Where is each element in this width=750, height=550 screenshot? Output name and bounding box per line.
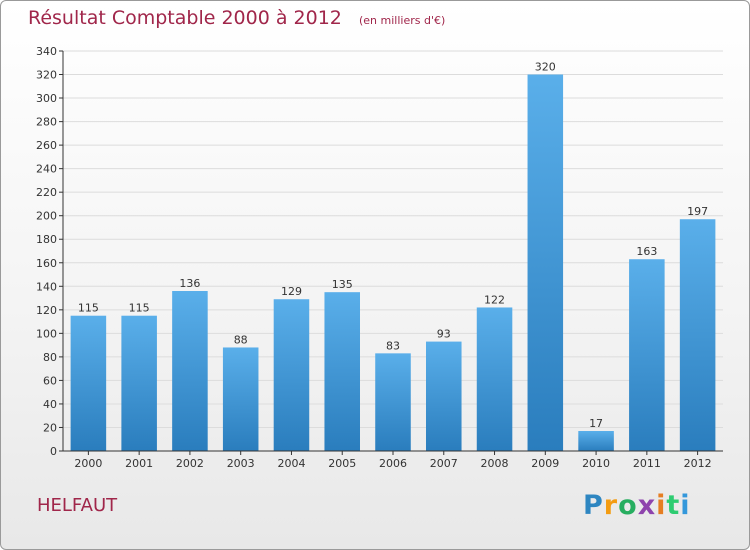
y-tick-label-320: 320 <box>36 69 57 82</box>
bar-2001 <box>121 315 157 451</box>
logo-letter-4: i <box>656 490 667 521</box>
logo-letter-5: t <box>666 490 681 521</box>
y-tick-label-40: 40 <box>43 398 57 411</box>
value-label-2006: 83 <box>386 339 400 352</box>
bar-2002 <box>172 291 208 451</box>
logo-letter-3: x <box>637 490 657 521</box>
y-tick-label-300: 300 <box>36 92 57 105</box>
bar-2003 <box>222 347 259 451</box>
x-tick-label-2004: 2004 <box>277 457 305 470</box>
bar-2012 <box>679 219 716 451</box>
x-tick-label-2009: 2009 <box>531 457 559 470</box>
bar-2004 <box>273 299 310 451</box>
proxiti-logo: Proxiti <box>583 490 691 521</box>
grid-lines <box>63 50 723 428</box>
chart-header: Résultat Comptable 2000 à 2012 (en milli… <box>28 7 445 29</box>
value-label-2011: 163 <box>636 245 657 258</box>
y-tick-label-200: 200 <box>36 210 57 223</box>
value-label-2012: 197 <box>687 205 708 218</box>
place-name: HELFAUT <box>37 495 118 516</box>
y-tick-label-180: 180 <box>36 233 57 246</box>
chart-subtitle: (en milliers d'€) <box>358 14 446 27</box>
bar-2000 <box>70 315 107 451</box>
value-label-2005: 135 <box>332 278 353 291</box>
axes: 0 20 40 60 80 100 120 140 160 180 200 220 240 260 280 3… <box>36 45 723 470</box>
value-label-2007: 93 <box>437 328 451 341</box>
bar-2007 <box>426 341 462 451</box>
value-label-2004: 129 <box>281 285 302 298</box>
y-tick-label-280: 280 <box>36 116 57 129</box>
y-tick-label-160: 160 <box>36 257 57 270</box>
y-tick-label-120: 120 <box>36 304 57 317</box>
bar-2010 <box>578 431 614 451</box>
bar-2009 <box>527 74 564 451</box>
y-tick-label-240: 240 <box>36 163 57 176</box>
value-label-2003: 88 <box>234 333 248 346</box>
y-tick-label-220: 220 <box>36 186 57 199</box>
y-tick-label-80: 80 <box>43 351 57 364</box>
y-tick-label-260: 260 <box>36 139 57 152</box>
bars: 115 115 136 88 129 135 83 93 122 320 17 163 197 <box>70 61 716 451</box>
x-tick-label-2010: 2010 <box>582 457 610 470</box>
bar-2011 <box>629 259 665 451</box>
x-tick-label-2007: 2007 <box>430 457 458 470</box>
logo-letter-1: r <box>603 490 619 521</box>
y-tick-label-60: 60 <box>43 374 57 387</box>
logo-letter-2: o <box>618 490 638 521</box>
value-label-2009: 320 <box>535 61 556 74</box>
x-tick-label-2012: 2012 <box>684 457 712 470</box>
x-tick-label-2006: 2006 <box>379 457 407 470</box>
x-tick-label-2001: 2001 <box>125 457 153 470</box>
value-label-2001: 115 <box>129 302 150 315</box>
x-tick-label-2003: 2003 <box>227 457 255 470</box>
x-tick-label-2011: 2011 <box>633 457 661 470</box>
y-tick-label-20: 20 <box>43 421 57 434</box>
x-tick-label-2002: 2002 <box>176 457 204 470</box>
y-tick-label-0: 0 <box>50 445 57 458</box>
bar-2008 <box>476 307 513 451</box>
x-tick-label-2008: 2008 <box>481 457 509 470</box>
bar-2005 <box>324 292 360 451</box>
value-label-2002: 136 <box>179 277 200 290</box>
bar-2006 <box>375 353 411 451</box>
y-tick-label-100: 100 <box>36 327 57 340</box>
value-label-2000: 115 <box>78 302 99 315</box>
x-tick-label-2005: 2005 <box>328 457 356 470</box>
logo-letter-6: i <box>680 490 691 521</box>
y-tick-label-140: 140 <box>36 280 57 293</box>
x-tick-label-2000: 2000 <box>74 457 102 470</box>
logo-letter-0: P <box>583 490 604 521</box>
y-tick-label-340: 340 <box>36 45 57 58</box>
chart-title: Résultat Comptable 2000 à 2012 <box>28 7 342 29</box>
value-label-2010: 17 <box>589 417 603 430</box>
value-label-2008: 122 <box>484 293 505 306</box>
